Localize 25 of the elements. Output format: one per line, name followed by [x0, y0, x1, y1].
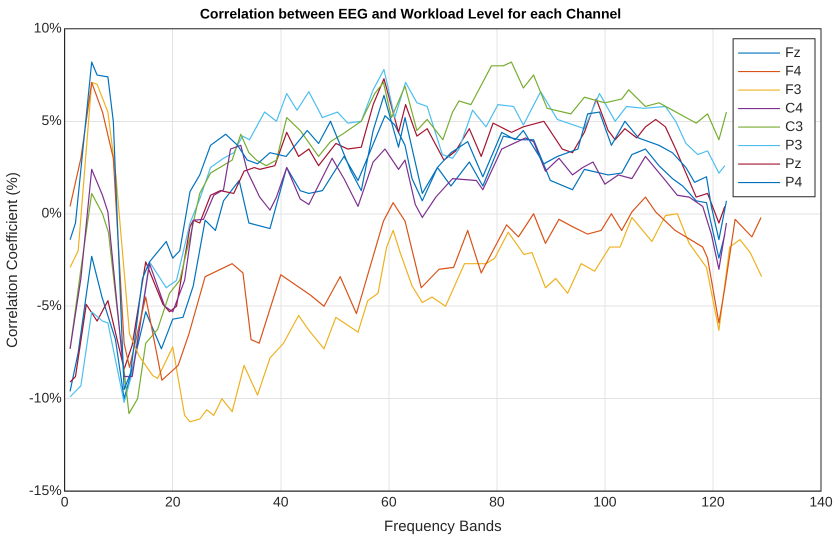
legend-label: C4 — [785, 99, 804, 116]
legend-label: P4 — [785, 173, 802, 190]
y-tick-label: 5% — [41, 112, 62, 128]
y-tick-label: -10% — [28, 390, 62, 406]
x-tick-label: 100 — [593, 493, 617, 510]
x-axis-title: Frequency Bands — [384, 518, 502, 536]
y-tick-label: -15% — [28, 482, 62, 498]
x-tick-label: 60 — [381, 493, 397, 510]
y-axis-title: Correlation Coefficient (%) — [4, 172, 22, 348]
x-tick-label: 120 — [701, 493, 725, 510]
y-tick-label: -5% — [36, 297, 62, 314]
x-tick-label: 0 — [60, 493, 69, 510]
legend-label: F3 — [785, 80, 802, 97]
legend-label: Fz — [785, 44, 801, 60]
legend-label: F4 — [785, 62, 802, 78]
x-tick-label: 40 — [272, 493, 289, 510]
legend-label: C3 — [785, 118, 804, 134]
x-tick-label: 140 — [809, 493, 833, 510]
legend-label: P3 — [785, 136, 802, 152]
x-tick-label: 80 — [489, 493, 505, 510]
y-tick-label: 0% — [41, 204, 62, 221]
legend-label: Pz — [785, 154, 802, 171]
x-tick-label: 20 — [164, 493, 181, 510]
chart-title: Correlation between EEG and Workload Level for each Channel — [200, 5, 622, 22]
y-tick-label: 10% — [34, 20, 62, 36]
